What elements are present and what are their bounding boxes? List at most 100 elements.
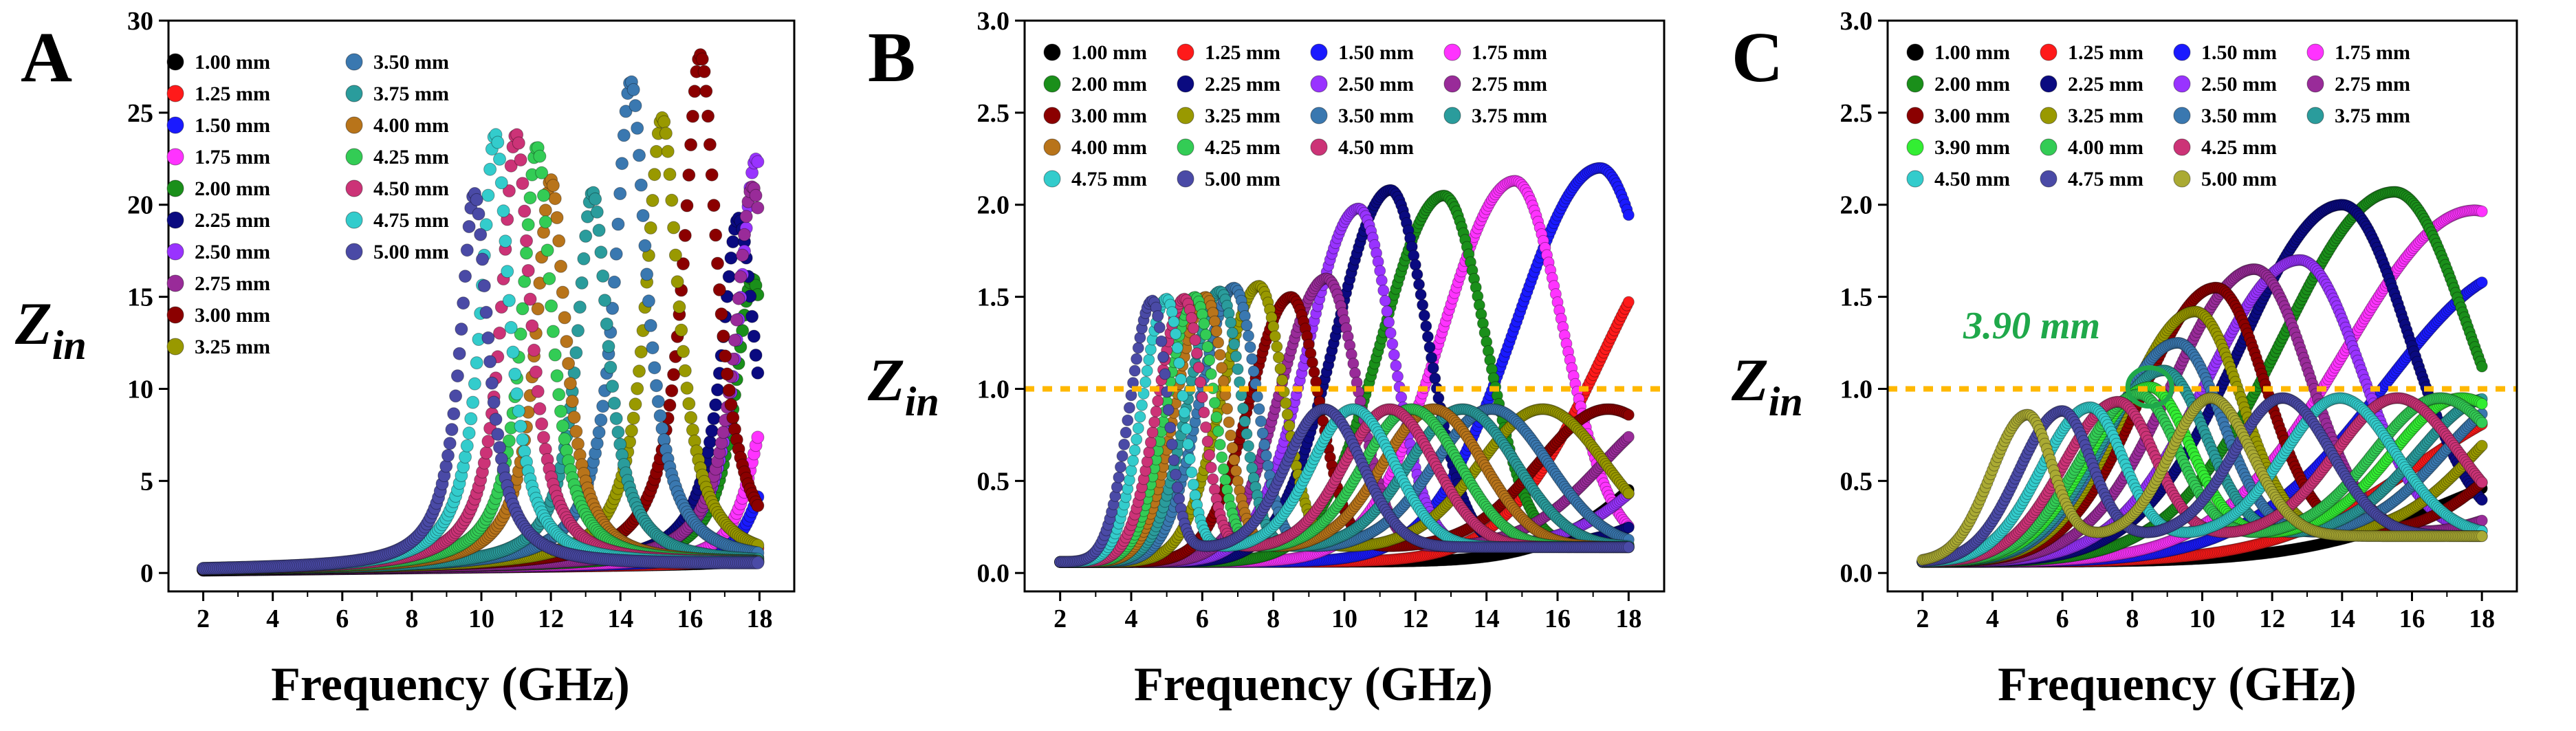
data-point [717, 329, 730, 343]
data-point [548, 192, 562, 206]
data-point [724, 251, 738, 265]
data-point [751, 499, 765, 512]
data-point [695, 52, 709, 66]
data-point [556, 285, 569, 299]
data-point [709, 228, 723, 242]
data-point [512, 404, 525, 418]
data-point [563, 377, 577, 391]
data-point [472, 207, 485, 221]
data-point [642, 294, 655, 308]
data-point [527, 343, 541, 357]
x-tick-label: 2 [197, 604, 210, 633]
data-point [751, 201, 765, 215]
data-point [624, 424, 638, 437]
data-point [751, 155, 765, 168]
y-tick-label: 0 [140, 559, 153, 588]
data-point [724, 397, 738, 411]
data-point [594, 246, 608, 259]
data-point [533, 402, 547, 415]
data-point [470, 193, 483, 206]
data-point [518, 274, 532, 288]
data-point [501, 265, 514, 279]
data-point [626, 83, 640, 96]
data-point [479, 446, 493, 459]
panel-letter: A [21, 18, 72, 97]
data-point [722, 270, 736, 283]
data-point [481, 331, 495, 345]
data-point [496, 204, 510, 218]
data-point [523, 191, 537, 205]
data-point [665, 193, 679, 207]
data-point [571, 324, 585, 338]
data-point [443, 437, 457, 450]
data-point [533, 149, 547, 163]
data-point [726, 411, 740, 424]
data-point [554, 259, 567, 273]
data-point [677, 345, 690, 358]
data-point [552, 388, 566, 402]
data-point [680, 199, 694, 212]
data-point [714, 307, 728, 321]
data-point [573, 301, 587, 314]
data-point [613, 187, 627, 200]
x-tick-label: 10 [468, 604, 494, 633]
data-point [493, 441, 506, 455]
data-point [688, 85, 701, 98]
data-point [502, 294, 516, 307]
data-point [634, 345, 648, 359]
data-point [499, 234, 512, 248]
data-point [476, 252, 489, 266]
data-point [734, 270, 747, 283]
data-point [668, 248, 682, 262]
data-point [541, 243, 554, 257]
data-point [663, 168, 677, 181]
data-point [661, 144, 675, 158]
data-point [607, 275, 621, 289]
data-point [504, 320, 518, 334]
data-point [447, 407, 461, 421]
data-point [699, 85, 713, 98]
data-point [703, 435, 717, 449]
data-point [644, 221, 657, 234]
data-point [682, 397, 696, 411]
data-point [749, 188, 763, 202]
data-point [538, 215, 552, 229]
data-point [659, 127, 673, 140]
y-axis-label: Zin [14, 291, 87, 368]
data-point [487, 395, 501, 409]
data-point [558, 311, 571, 325]
data-point [552, 234, 566, 248]
data-point [738, 228, 751, 241]
data-point [648, 361, 662, 375]
data-point [474, 228, 488, 241]
data-point [732, 292, 745, 305]
data-point [579, 229, 593, 243]
data-point [546, 325, 560, 338]
data-point [747, 329, 761, 343]
data-point [640, 268, 654, 281]
data-point [596, 400, 610, 413]
data-point [707, 199, 721, 212]
data-point [680, 381, 694, 395]
data-point [730, 313, 743, 327]
data-point [644, 318, 657, 332]
data-point [569, 346, 583, 360]
data-point [521, 264, 535, 277]
data-point [494, 176, 508, 190]
data-point [722, 383, 736, 397]
data-point [609, 412, 623, 426]
data-point [646, 194, 659, 207]
data-point [545, 299, 558, 313]
data-point [516, 177, 530, 190]
data-point [537, 188, 550, 202]
x-tick-label: 18 [746, 604, 772, 633]
data-point [459, 450, 472, 463]
data-point [749, 349, 763, 362]
data-point [525, 319, 539, 333]
data-point [657, 115, 671, 129]
data-point [650, 144, 663, 158]
data-point [514, 153, 527, 166]
data-point [567, 411, 581, 424]
